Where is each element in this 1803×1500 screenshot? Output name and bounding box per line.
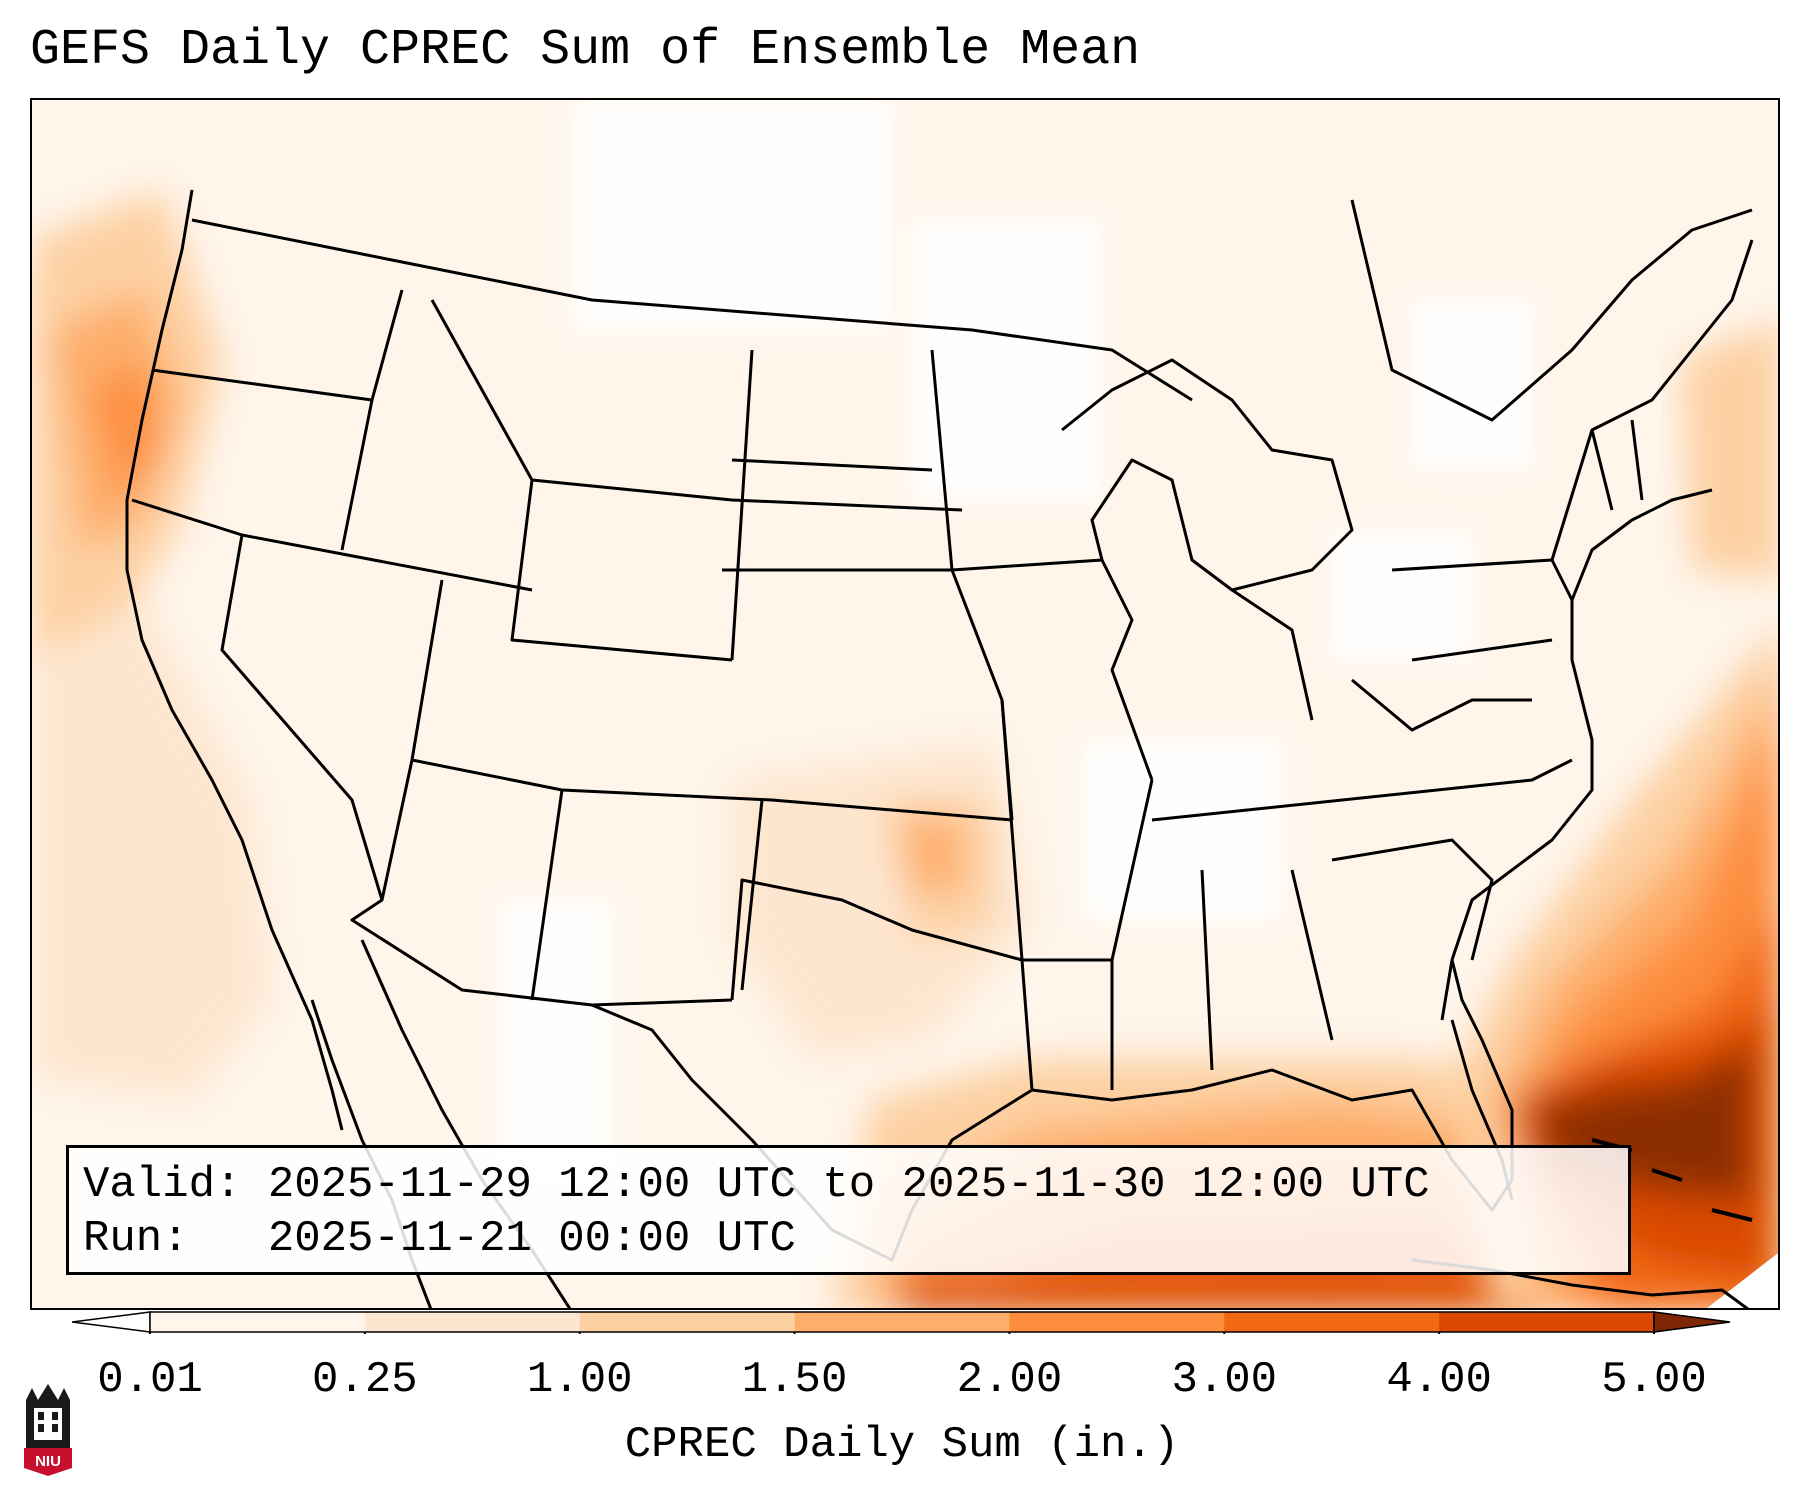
- border-tn-ky: [1151, 758, 1573, 822]
- colorbar-tick-label: 5.00: [1601, 1355, 1707, 1405]
- colorbar-tick-label: 0.25: [312, 1355, 418, 1405]
- colorbar-cells: [72, 1311, 1731, 1333]
- border-canada-us: [191, 218, 1193, 402]
- border-mn-wi-ia: [951, 558, 1154, 781]
- colorbar-cell: [150, 1312, 366, 1332]
- coastline-east: [1450, 488, 1713, 961]
- colorbar-over-triangle: [1653, 1311, 1731, 1333]
- colorbar-cell: [364, 1312, 581, 1332]
- coastline-west: [125, 189, 344, 1131]
- border-wy-co: [510, 479, 733, 662]
- map-title: GEFS Daily CPREC Sum of Ensemble Mean: [30, 22, 1141, 79]
- border-carolinas: [1331, 838, 1494, 961]
- map-panel: [30, 98, 1780, 1310]
- valid-time-line: Valid: 2025-11-29 12:00 UTC to 2025-11-3…: [83, 1160, 1430, 1210]
- colorbar: [72, 1311, 1731, 1334]
- colorbar-ticks: [149, 1332, 1655, 1334]
- border-az-nm: [350, 759, 733, 1007]
- colorbar-outline: [149, 1311, 1655, 1333]
- run-time-line: Run: 2025-11-21 00:00 UTC: [83, 1214, 796, 1264]
- colorbar-cell: [1009, 1312, 1225, 1332]
- info-box: Valid: 2025-11-29 12:00 UTC to 2025-11-3…: [66, 1145, 1631, 1275]
- niu-logo-icon: NIU: [24, 1384, 72, 1476]
- colorbar-tick-label: 1.00: [526, 1355, 633, 1405]
- precip-field: [32, 100, 1778, 1308]
- border-ca-nv: [220, 534, 384, 901]
- precip-map: [32, 100, 1778, 1308]
- colorbar-tick-label: 3.00: [1171, 1355, 1278, 1405]
- border-mt-wy: [430, 299, 963, 512]
- logo-text: NIU: [35, 1453, 61, 1470]
- colorbar-tick-label: 0.01: [97, 1355, 203, 1405]
- colorbar-tick-label: 2.00: [956, 1355, 1063, 1405]
- border-wa-or: [151, 368, 373, 402]
- border-new-england: [1550, 239, 1754, 561]
- border-dakota-mn: [930, 349, 954, 571]
- border-id: [340, 289, 404, 551]
- borders: [125, 189, 1754, 1308]
- border-canada-east: [1350, 199, 1753, 422]
- colorbar-cell: [794, 1312, 1010, 1332]
- colorbar-cell: [1439, 1312, 1655, 1332]
- colorbar-cell: [579, 1312, 796, 1332]
- colorbar-tick-label: 4.00: [1386, 1355, 1492, 1405]
- border-ms-al-ga: [1110, 869, 1334, 1090]
- colorbar-under-triangle: [72, 1311, 151, 1333]
- colorbar-cell: [1224, 1312, 1440, 1332]
- border-nm-tx: [530, 789, 764, 1001]
- border-great-lakes: [1061, 358, 1354, 592]
- colorbar-label: CPREC Daily Sum (in.): [624, 1420, 1180, 1470]
- colorbar-tick-label: 1.50: [741, 1355, 848, 1405]
